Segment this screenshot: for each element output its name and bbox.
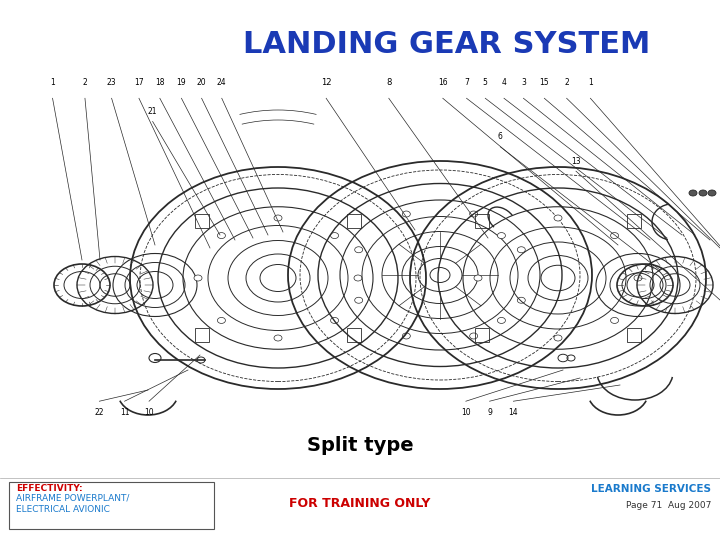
Text: FOR TRAINING ONLY: FOR TRAINING ONLY [289, 497, 431, 510]
Circle shape [354, 275, 362, 281]
Text: 20: 20 [197, 78, 207, 87]
Text: 18: 18 [155, 78, 165, 87]
Text: 1: 1 [50, 78, 55, 87]
Text: AIRFRAME POWERPLANT/
ELECTRICAL AVIONIC: AIRFRAME POWERPLANT/ ELECTRICAL AVIONIC [16, 493, 129, 514]
Bar [475, 328, 490, 342]
Text: 21: 21 [148, 107, 158, 116]
Text: 13: 13 [571, 157, 581, 166]
Text: 17: 17 [134, 78, 144, 87]
Bar [195, 328, 210, 342]
Bar [626, 214, 641, 228]
Circle shape [217, 233, 225, 239]
Text: 10: 10 [144, 408, 154, 417]
Circle shape [708, 190, 716, 196]
Text: 19: 19 [176, 78, 186, 87]
Text: 4: 4 [502, 78, 506, 87]
Text: 2: 2 [83, 78, 87, 87]
Bar [475, 214, 490, 228]
Circle shape [330, 318, 338, 323]
Text: 3: 3 [521, 78, 526, 87]
Text: LEARNING SERVICES: LEARNING SERVICES [591, 484, 711, 494]
Text: 1: 1 [588, 78, 593, 87]
Text: 6: 6 [498, 132, 503, 141]
Text: 24: 24 [217, 78, 227, 87]
Text: EFFECTIVITY:: EFFECTIVITY: [16, 484, 83, 493]
Text: Split type: Split type [307, 436, 413, 455]
Circle shape [194, 275, 202, 281]
Text: 12: 12 [321, 78, 331, 87]
Text: 16: 16 [438, 78, 448, 87]
Text: 14: 14 [508, 408, 518, 417]
Text: 7: 7 [464, 78, 469, 87]
Text: Page 71  Aug 2007: Page 71 Aug 2007 [626, 501, 711, 510]
Bar [346, 214, 361, 228]
Circle shape [274, 335, 282, 341]
Text: 11: 11 [120, 408, 130, 417]
Circle shape [611, 318, 618, 323]
Circle shape [689, 190, 697, 196]
Circle shape [634, 275, 642, 281]
Text: 10: 10 [461, 408, 471, 417]
Circle shape [554, 215, 562, 221]
Circle shape [330, 233, 338, 239]
Circle shape [699, 190, 707, 196]
Circle shape [554, 335, 562, 341]
Bar [195, 214, 210, 228]
Text: 9: 9 [487, 408, 492, 417]
Circle shape [217, 318, 225, 323]
Text: 5: 5 [483, 78, 487, 87]
Text: 2: 2 [564, 78, 569, 87]
Text: 22: 22 [94, 408, 104, 417]
Text: 15: 15 [539, 78, 549, 87]
Circle shape [474, 275, 482, 281]
Bar [346, 328, 361, 342]
Text: LANDING GEAR SYSTEM: LANDING GEAR SYSTEM [243, 30, 650, 59]
Circle shape [498, 233, 505, 239]
Circle shape [611, 233, 618, 239]
Circle shape [274, 215, 282, 221]
Text: 8: 8 [386, 78, 392, 87]
Bar [626, 328, 641, 342]
Circle shape [498, 318, 505, 323]
Text: 23: 23 [107, 78, 117, 87]
